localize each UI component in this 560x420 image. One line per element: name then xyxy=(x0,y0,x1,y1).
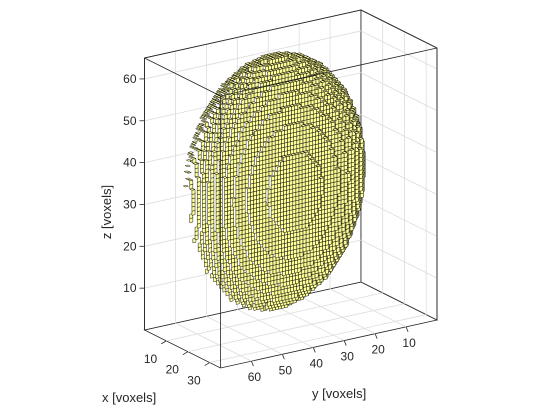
z-tick-label: 20 xyxy=(123,239,137,253)
x-axis-label: x [voxels] xyxy=(102,390,156,405)
voxel-face xyxy=(199,117,206,120)
z-tick-label: 30 xyxy=(123,197,137,211)
voxel-face xyxy=(186,159,192,162)
voxel-face xyxy=(204,140,210,143)
voxel-face xyxy=(203,159,209,162)
x-tick xyxy=(204,362,210,366)
voxel-face xyxy=(213,172,220,175)
voxel-face xyxy=(202,120,209,124)
z-tick-label: 40 xyxy=(123,156,137,170)
voxel-face xyxy=(208,117,214,120)
grid-line-floor-y xyxy=(298,295,376,335)
grid-line-side-z xyxy=(360,239,438,279)
voxel-face xyxy=(197,158,204,161)
y-tick-label: 50 xyxy=(279,363,293,377)
voxel-face xyxy=(201,131,208,134)
x-tick-label: 20 xyxy=(166,363,180,377)
voxel-face xyxy=(205,181,212,184)
grid-line-side-z xyxy=(360,30,438,70)
voxel-face xyxy=(222,176,228,179)
voxel-face xyxy=(183,184,189,188)
voxel-face xyxy=(198,122,205,126)
voxel-face xyxy=(195,149,202,152)
grid-line-floor-y xyxy=(206,315,283,355)
y-tick xyxy=(251,360,254,367)
voxel-face xyxy=(228,154,234,157)
voxel-face xyxy=(208,163,215,166)
y-tick-label: 30 xyxy=(341,350,355,364)
y-axis-label: y [voxels] xyxy=(312,386,366,401)
voxel-face xyxy=(184,164,191,167)
y-tick-label: 40 xyxy=(310,356,324,370)
voxel-face xyxy=(183,170,190,173)
voxel-face xyxy=(205,126,211,129)
y-tick xyxy=(374,333,378,339)
voxel-face xyxy=(200,149,207,152)
voxel-face xyxy=(190,157,197,160)
voxel-face xyxy=(236,162,243,165)
y-tick-label: 20 xyxy=(371,343,385,357)
voxel-face xyxy=(210,122,216,125)
voxel-face xyxy=(211,150,218,153)
voxel-face xyxy=(244,186,251,190)
voxel-face xyxy=(187,178,194,182)
voxel-face xyxy=(209,140,216,144)
voxel-face xyxy=(219,150,226,153)
voxel-object xyxy=(183,51,366,312)
grid-line-side-z xyxy=(360,156,438,195)
voxel-face xyxy=(189,188,196,191)
voxel-face xyxy=(216,159,223,162)
voxel-face xyxy=(198,140,205,143)
x-tick xyxy=(161,340,167,345)
voxel-face xyxy=(194,176,201,179)
voxel-face xyxy=(214,141,221,144)
grid-line-floor-y xyxy=(237,309,314,348)
y-tick xyxy=(343,340,347,346)
grid-line-side-z xyxy=(360,197,438,237)
y-tick-label: 60 xyxy=(248,370,262,384)
grid-line-floor-x xyxy=(166,292,383,342)
grid-line-floor-y xyxy=(268,302,345,341)
z-axis-label: z [voxels] xyxy=(99,185,114,239)
voxel-face xyxy=(230,196,237,200)
voxel-face xyxy=(225,163,231,166)
voxel-face xyxy=(212,131,219,135)
voxel-face xyxy=(200,172,206,175)
y-tick xyxy=(281,354,285,360)
y-tick xyxy=(312,347,316,353)
x-tick-label: 30 xyxy=(187,374,201,388)
voxel-face xyxy=(222,141,229,144)
z-tick-label: 60 xyxy=(123,72,137,86)
y-tick xyxy=(405,326,409,333)
grid-line-side-z xyxy=(360,114,438,153)
voxel-face xyxy=(233,175,240,178)
voxel-face xyxy=(187,153,193,156)
grid-line-back-z xyxy=(144,30,362,80)
voxel-face xyxy=(206,150,212,153)
grid-line-side-z xyxy=(360,72,438,112)
grid-line-floor-y xyxy=(329,288,407,328)
voxel-face xyxy=(192,162,199,165)
grid-line-floor-x xyxy=(209,314,427,363)
grid-line-floor-y xyxy=(175,322,252,362)
x-tick xyxy=(182,351,189,356)
voxel-face xyxy=(207,131,213,134)
grid-line-floor-x xyxy=(187,303,405,353)
x-tick-label: 10 xyxy=(144,352,158,366)
z-tick-label: 10 xyxy=(123,281,137,295)
z-tick-label: 50 xyxy=(123,114,137,128)
y-tick-label: 10 xyxy=(402,336,416,350)
